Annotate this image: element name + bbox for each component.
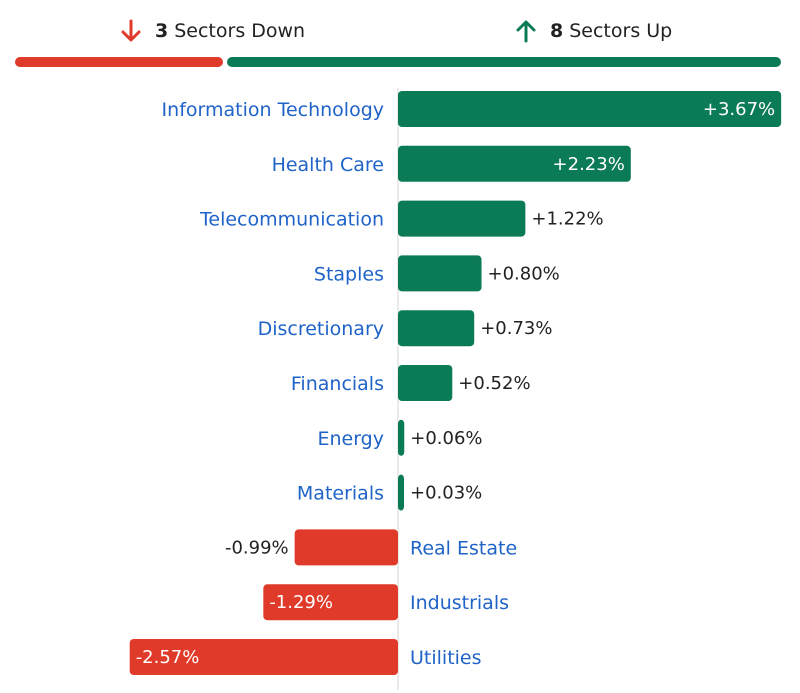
sector-label: Discretionary xyxy=(258,318,384,340)
sector-value-label: +0.06% xyxy=(410,428,482,449)
sector-value-label: +0.52% xyxy=(458,373,530,394)
up-down-ratio-bar xyxy=(15,57,781,67)
arrow-down-icon xyxy=(121,19,141,42)
sectors-down-count: 3 xyxy=(155,20,169,42)
sector-bar xyxy=(294,529,398,566)
sector-label: Health Care xyxy=(272,154,384,176)
sector-bar xyxy=(398,255,482,292)
sector-label: Industrials xyxy=(410,592,509,614)
sector-label: Telecommunication xyxy=(199,209,384,231)
sector-value-label: +0.73% xyxy=(480,318,552,339)
sector-label: Financials xyxy=(291,373,384,395)
sector-performance-chart: Information Technology +3.67% Health Care +… xyxy=(129,88,782,690)
sector-bar xyxy=(398,91,782,127)
sector-value-label: -2.57% xyxy=(136,647,200,668)
sectors-down-text: Sectors Down xyxy=(174,20,306,42)
sector-bar xyxy=(263,584,398,621)
down-ratio-segment xyxy=(15,57,223,67)
sector-label: Materials xyxy=(297,483,384,505)
sector-label: Utilities xyxy=(410,647,482,669)
sectors-up-summary: 8 Sectors Up xyxy=(512,16,672,46)
sector-value-label: -0.99% xyxy=(225,537,289,558)
sector-value-label: -1.29% xyxy=(269,592,333,613)
sector-bar xyxy=(398,474,404,511)
sector-bar xyxy=(398,200,526,237)
sector-value-label: +0.03% xyxy=(410,483,482,504)
arrow-up-icon xyxy=(516,20,536,43)
sector-label: Staples xyxy=(314,263,384,285)
sectors-down-summary: 3 Sectors Down xyxy=(117,16,305,46)
sector-bar xyxy=(398,419,405,456)
sector-label: Real Estate xyxy=(410,537,517,559)
sectors-up-text: Sectors Up xyxy=(569,20,673,42)
up-ratio-segment xyxy=(226,57,781,67)
sector-bar xyxy=(398,145,631,182)
sector-label: Information Technology xyxy=(162,99,384,121)
sector-bar xyxy=(398,310,475,347)
sector-label: Energy xyxy=(317,428,384,450)
sector-bar xyxy=(398,365,453,401)
sectors-up-count: 8 xyxy=(550,20,564,42)
sector-value-label: +1.22% xyxy=(531,209,603,230)
sector-value-label: +3.67% xyxy=(703,99,775,120)
sector-value-label: +0.80% xyxy=(488,263,560,284)
sector-value-label: +2.23% xyxy=(553,154,625,175)
sector-bar xyxy=(129,639,398,675)
